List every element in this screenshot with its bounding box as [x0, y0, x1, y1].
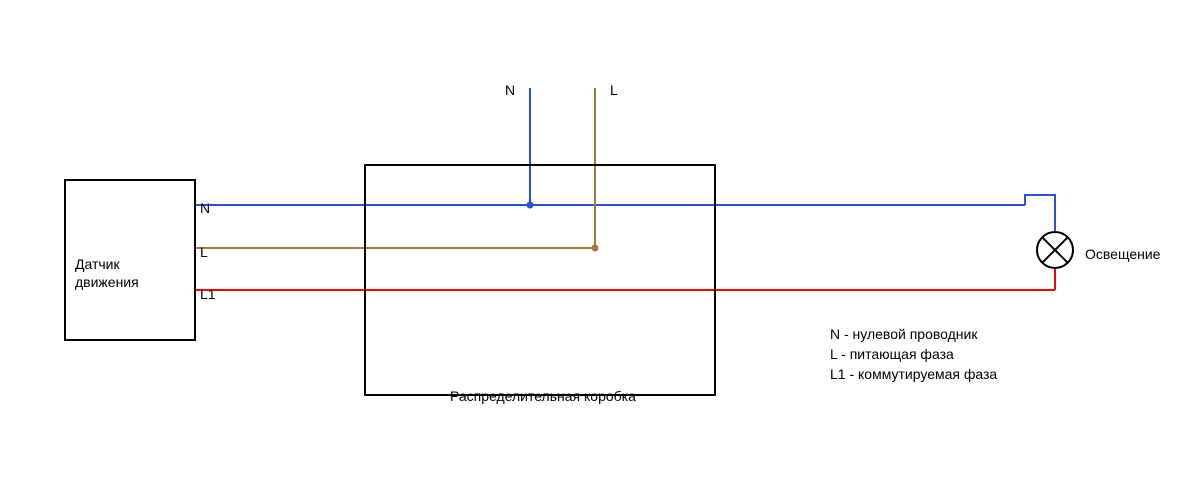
- legend-l1: L1 - коммутируемая фаза: [830, 366, 997, 382]
- label-n-sensor: N: [200, 200, 210, 216]
- wire-n-hook: [1025, 195, 1055, 232]
- label-junction: Распределительная коробка: [450, 388, 636, 404]
- wiring-diagram: [0, 0, 1200, 503]
- label-l-top: L: [610, 82, 618, 98]
- node-l-join: [592, 245, 599, 252]
- junction-box: [365, 165, 715, 395]
- label-n-top: N: [505, 82, 515, 98]
- label-lamp: Освещение: [1085, 246, 1160, 262]
- node-n-join: [527, 202, 534, 209]
- legend-n: N - нулевой проводник: [830, 326, 977, 342]
- label-l-sensor: L: [200, 244, 208, 260]
- label-l1-sensor: L1: [200, 286, 216, 302]
- label-sensor-line2: движения: [75, 274, 139, 290]
- label-sensor-line1: Датчик: [75, 256, 120, 272]
- legend-l: L - питающая фаза: [830, 346, 954, 362]
